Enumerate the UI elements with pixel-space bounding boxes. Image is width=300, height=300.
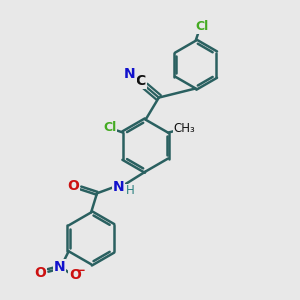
Text: Cl: Cl (103, 122, 116, 134)
Text: O: O (68, 179, 80, 193)
Text: Cl: Cl (196, 20, 209, 33)
Text: C: C (136, 74, 146, 88)
Text: N: N (113, 179, 124, 194)
Text: H: H (126, 184, 135, 197)
Text: N: N (124, 67, 136, 81)
Text: −: − (76, 264, 86, 277)
Text: O: O (34, 266, 46, 280)
Text: N: N (54, 260, 66, 274)
Text: CH₃: CH₃ (174, 122, 195, 135)
Text: O: O (69, 268, 81, 282)
